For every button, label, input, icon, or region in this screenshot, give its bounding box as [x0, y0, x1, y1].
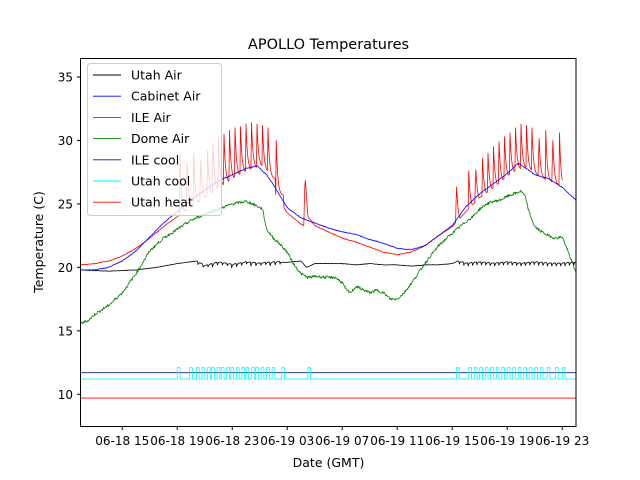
legend-item: ILE cool — [93, 152, 179, 167]
y-tick-label: 10 — [58, 388, 73, 402]
legend-item: Cabinet Air — [93, 89, 201, 104]
legend-item: Utah Air — [93, 68, 183, 83]
y-axis-label: Temperature (C) — [31, 191, 46, 294]
legend-item: ILE Air — [93, 110, 172, 125]
series-layer — [81, 122, 576, 399]
x-tick-label: 06-18 15 — [95, 434, 149, 448]
x-tick-label: 06-18 19 — [150, 434, 204, 448]
legend-item: Dome Air — [93, 131, 190, 146]
legend-label: Dome Air — [131, 131, 190, 146]
legend-label: ILE cool — [131, 152, 179, 167]
x-tick-label: 06-18 23 — [205, 434, 259, 448]
legend-label: Utah Air — [131, 68, 183, 83]
series-ile-air — [81, 122, 563, 266]
x-tick-label: 06-19 07 — [315, 434, 369, 448]
y-tick-label: 25 — [58, 197, 73, 211]
legend-label: Utah heat — [131, 195, 193, 210]
series-utah-air — [81, 260, 576, 272]
series-dome-air — [81, 189, 576, 324]
y-tick-label: 35 — [58, 71, 73, 85]
x-tick-label: 06-19 03 — [260, 434, 314, 448]
plot-frame — [80, 58, 577, 427]
x-tick-label: 06-19 15 — [425, 434, 479, 448]
legend-item: Utah heat — [93, 195, 193, 210]
x-axis: 06-18 15 06-18 19 06-18 23 06-19 03 06-19 07… — [95, 426, 589, 448]
x-tick-label: 06-19 11 — [370, 434, 424, 448]
series-utah-cool — [81, 367, 576, 380]
y-axis: 10 15 20 25 30 35 — [58, 71, 81, 402]
x-tick-label: 06-19 19 — [480, 434, 534, 448]
legend-label: Utah cool — [131, 174, 190, 189]
legend: Utah Air Cabinet Air ILE Air Dome Air ILE co… — [87, 63, 222, 216]
series-cabinet-air — [81, 162, 576, 271]
legend-box — [87, 63, 222, 216]
legend-label: ILE Air — [131, 110, 172, 125]
x-axis-label: Date (GMT) — [293, 455, 365, 470]
x-tick-label: 06-19 23 — [535, 434, 589, 448]
legend-item: Utah cool — [93, 174, 190, 189]
y-tick-label: 30 — [58, 134, 73, 148]
y-tick-label: 20 — [58, 261, 73, 275]
y-tick-label: 15 — [58, 324, 73, 338]
chart-title: APOLLO Temperatures — [248, 37, 409, 53]
legend-label: Cabinet Air — [131, 89, 201, 104]
